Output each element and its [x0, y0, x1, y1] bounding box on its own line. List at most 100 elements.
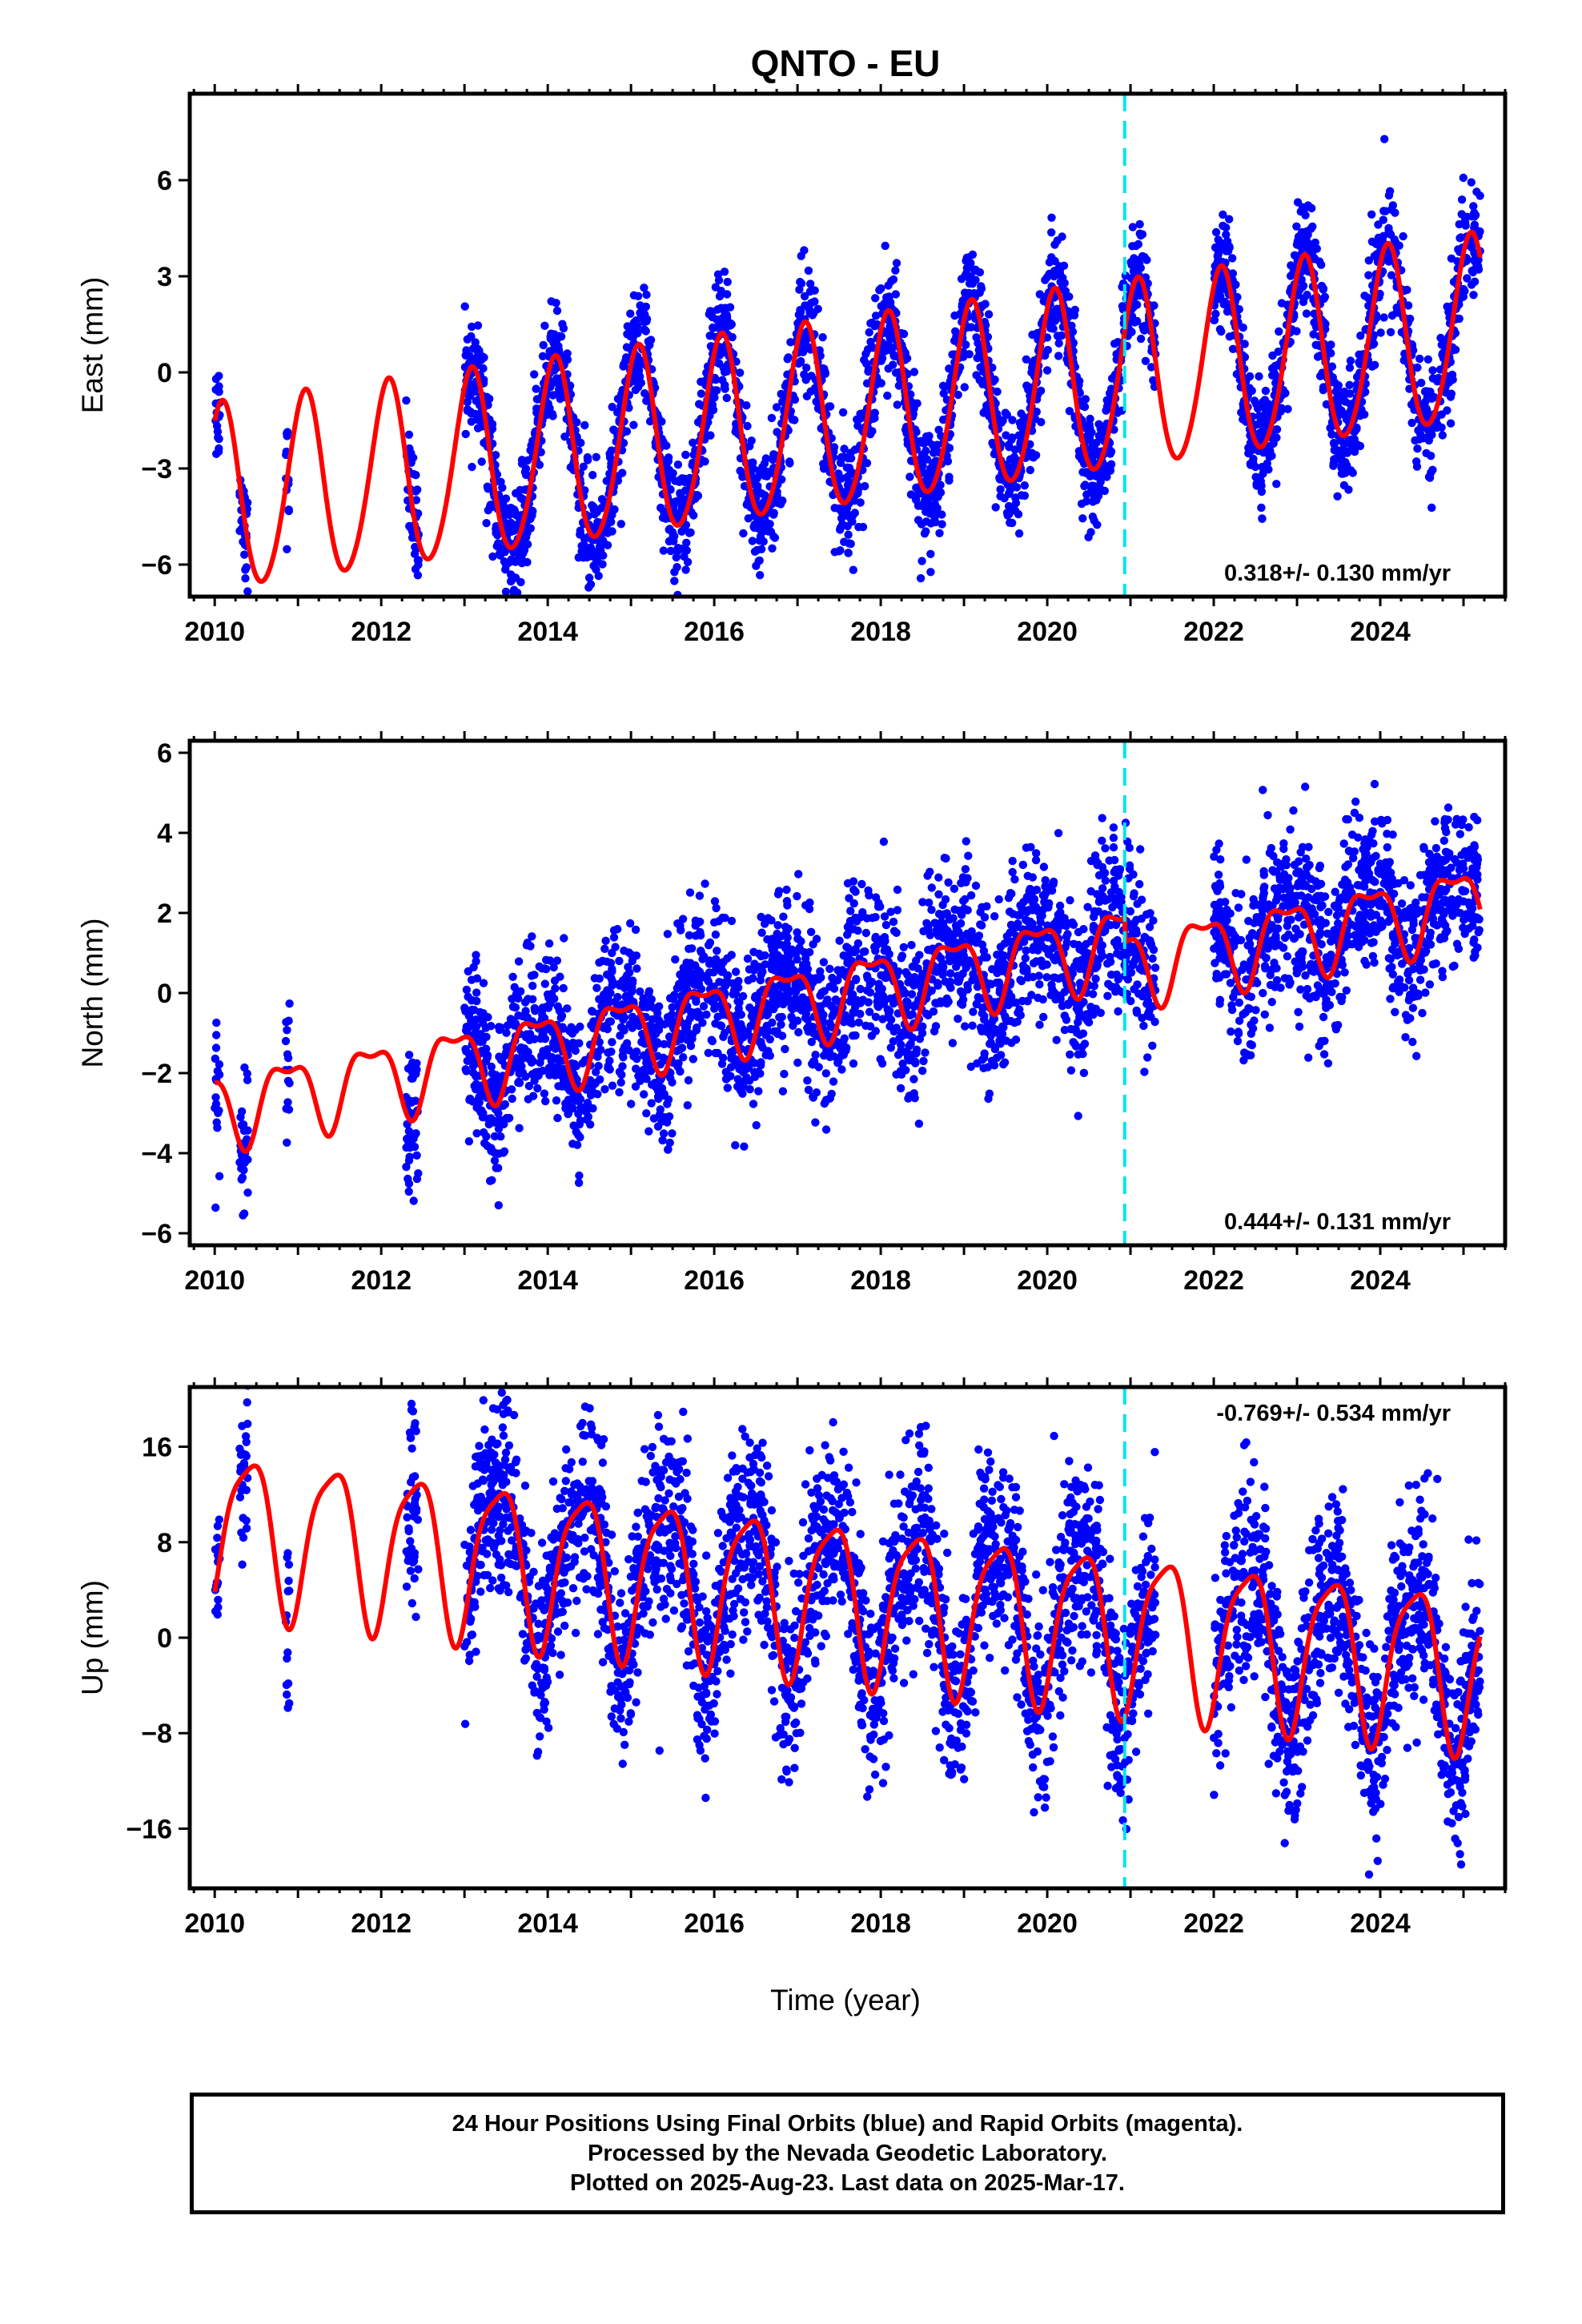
- north-data-point: [840, 1034, 849, 1043]
- north-data-point: [713, 947, 721, 955]
- east-data-point: [1413, 444, 1422, 453]
- east-data-point: [1391, 208, 1399, 217]
- east-data-point: [467, 417, 476, 426]
- east-data-point: [1080, 481, 1089, 491]
- north-data-point: [857, 879, 866, 889]
- east-data-point: [1403, 301, 1413, 310]
- east-data-point: [461, 351, 470, 360]
- east-data-point: [1055, 262, 1064, 271]
- east-data-point: [913, 489, 923, 499]
- east-data-point: [722, 393, 731, 403]
- east-data-point: [1345, 364, 1355, 372]
- north-data-point: [821, 1125, 831, 1134]
- north-data-point: [243, 1076, 252, 1084]
- east-data-point: [461, 429, 470, 439]
- east-data-point: [1078, 401, 1087, 411]
- east-data-point: [790, 416, 799, 424]
- east-data-point: [1427, 468, 1435, 477]
- east-data-point: [588, 502, 597, 511]
- east-data-point: [1387, 271, 1396, 279]
- east-data-point: [1307, 203, 1316, 213]
- east-data-point: [1065, 407, 1074, 416]
- east-data-point: [610, 505, 619, 514]
- east-data-point: [215, 372, 223, 380]
- east-data-point: [1333, 492, 1342, 501]
- east-data-point: [708, 394, 717, 403]
- east-data-point: [485, 394, 494, 404]
- east-data-point: [1367, 210, 1376, 219]
- east-data-point: [991, 503, 1000, 512]
- east-data-point: [1008, 518, 1017, 528]
- east-data-point: [1376, 328, 1385, 337]
- north-data-point: [893, 1051, 903, 1059]
- north-data-point: [893, 885, 902, 895]
- east-data-point: [496, 477, 505, 486]
- east-data-point: [1077, 499, 1086, 509]
- east-data-point: [709, 405, 718, 415]
- east-data-point: [580, 535, 589, 544]
- north-data-point: [215, 1059, 224, 1069]
- east-data-point: [665, 537, 674, 546]
- east-data-point: [1029, 453, 1038, 462]
- north-data-point: [879, 837, 889, 846]
- east-data-point: [1333, 384, 1343, 392]
- east-data-point: [1004, 489, 1014, 498]
- east-data-point: [1136, 334, 1146, 344]
- x-tick-label: 2014: [517, 617, 578, 647]
- north-data-point: [994, 895, 1003, 904]
- east-data-point: [938, 415, 948, 424]
- east-data-point: [576, 526, 584, 535]
- east-data-point: [723, 321, 732, 330]
- east-data-point: [871, 294, 880, 303]
- east-data-point: [593, 557, 602, 566]
- east-data-point: [1371, 360, 1379, 369]
- east-data-point: [972, 333, 981, 342]
- north-data-point: [215, 1172, 224, 1180]
- east-data-point: [1427, 452, 1435, 460]
- east-data-point: [629, 291, 639, 300]
- east-data-point: [1082, 490, 1091, 499]
- east-data-point: [579, 462, 588, 471]
- east-data-point: [1303, 227, 1311, 235]
- north-data-point: [556, 972, 564, 981]
- east-data-point: [1379, 313, 1388, 322]
- north-data-point: [551, 984, 560, 993]
- north-data-point: [649, 1114, 659, 1123]
- north-data-point: [243, 1069, 251, 1078]
- east-data-point: [762, 472, 772, 480]
- east-data-point: [1298, 283, 1307, 292]
- east-data-point: [1219, 300, 1229, 309]
- east-data-point: [739, 529, 748, 538]
- east-data-point: [592, 452, 600, 461]
- north-data-point: [236, 1112, 245, 1122]
- east-data-point: [1327, 430, 1336, 439]
- east-data-point: [414, 561, 423, 569]
- east-data-point: [512, 521, 521, 529]
- east-data-point: [544, 399, 552, 408]
- east-data-point: [607, 446, 616, 455]
- east-data-point: [836, 523, 845, 533]
- east-data-point: [1088, 440, 1097, 450]
- north-data-point: [211, 1100, 221, 1108]
- north-data-point: [544, 939, 554, 948]
- east-data-point: [467, 408, 476, 418]
- east-data-point: [748, 537, 757, 545]
- east-data-point: [523, 540, 532, 549]
- east-data-point: [1024, 385, 1033, 394]
- x-tick-label: 2010: [184, 617, 245, 647]
- east-data-point: [1412, 462, 1422, 471]
- east-data-point: [797, 279, 806, 288]
- east-data-point: [1355, 412, 1364, 420]
- east-data-point: [954, 390, 962, 400]
- north-data-point: [683, 1101, 692, 1110]
- north-data-point: [212, 1118, 221, 1127]
- east-data-point: [1240, 340, 1249, 348]
- x-tick-label: 2022: [1183, 617, 1244, 647]
- east-data-point: [962, 256, 970, 265]
- east-data-point: [742, 501, 751, 509]
- east-data-point: [1352, 372, 1362, 381]
- east-data-point: [1102, 396, 1111, 404]
- east-data-point: [1337, 469, 1347, 478]
- north-data-point: [574, 1178, 584, 1188]
- east-data-point: [1067, 321, 1076, 330]
